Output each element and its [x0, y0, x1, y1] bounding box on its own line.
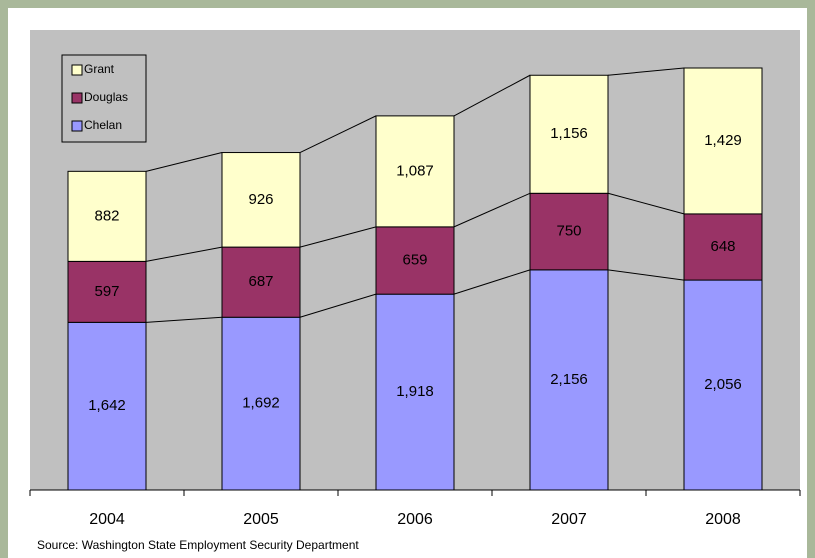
series-line [299, 226, 377, 248]
series-line [145, 316, 223, 323]
data-label: 750 [556, 223, 581, 240]
legend-label: Douglas [84, 90, 128, 104]
legend-swatch [71, 120, 83, 132]
bar-segment [221, 316, 301, 491]
data-label: 1,692 [242, 395, 280, 412]
source: Source: Washington State Employment Secu… [37, 538, 359, 552]
bar-segment [375, 115, 455, 228]
data-label: 597 [94, 283, 119, 300]
data-label: 1,156 [550, 125, 588, 142]
data-label: 1,087 [396, 162, 434, 179]
x-tick-label: 2006 [397, 511, 433, 528]
bar-segment [375, 226, 455, 295]
bar-segment [375, 293, 455, 491]
legend-swatch [71, 64, 83, 76]
series-line [453, 192, 531, 228]
bar-segment [683, 67, 763, 215]
x-tick-label: 2007 [551, 511, 587, 528]
data-label: 882 [94, 207, 119, 224]
bar-segment [683, 213, 763, 281]
series-line [453, 74, 531, 117]
series-line [299, 115, 377, 153]
series-line [607, 192, 685, 215]
bar-segment [221, 152, 301, 248]
data-label: 1,642 [88, 397, 126, 414]
data-label: 1,918 [396, 383, 434, 400]
series-line [145, 246, 223, 262]
series-line [607, 269, 685, 281]
bar-segment [529, 74, 609, 194]
legend-swatch [71, 92, 83, 104]
data-label: 659 [402, 251, 427, 268]
legend-label: Grant [84, 62, 115, 76]
series-line [453, 269, 531, 295]
data-label: 2,156 [550, 371, 588, 388]
bar-segment [67, 260, 147, 323]
x-tick-label: 2008 [705, 511, 741, 528]
bar-segment [67, 170, 147, 262]
data-label: 2,056 [704, 376, 742, 393]
series-line [145, 152, 223, 172]
x-tick-label: 2004 [89, 511, 125, 528]
data-label: 1,429 [704, 132, 742, 149]
x-tick-label: 2005 [243, 511, 279, 528]
series-line [299, 293, 377, 318]
bar-segment [529, 192, 609, 271]
series-line [607, 67, 685, 76]
data-label: 926 [248, 191, 273, 208]
legend-label: Chelan [84, 118, 122, 132]
data-label: 648 [710, 238, 735, 255]
bar-segment [529, 269, 609, 491]
bar-segment [67, 321, 147, 491]
data-label: 687 [248, 273, 273, 290]
